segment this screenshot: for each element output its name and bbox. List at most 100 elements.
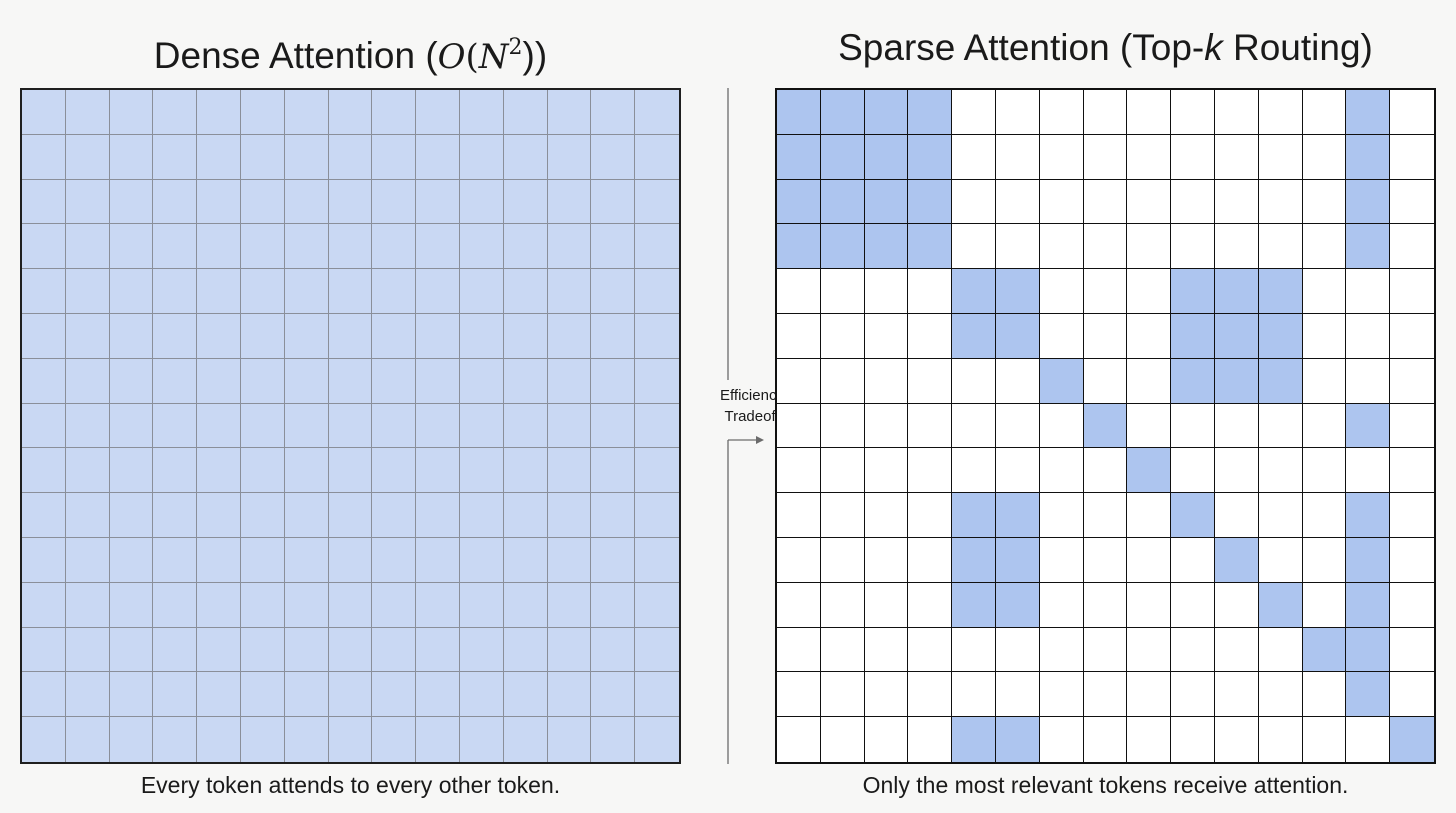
dense-cell [372, 627, 417, 673]
dense-cell [153, 582, 198, 628]
dense-cell [547, 672, 592, 718]
sparse-cell [1171, 717, 1215, 762]
dense-cell [416, 224, 460, 270]
sparse-cell [995, 358, 1040, 404]
dense-cell [65, 179, 110, 225]
sparse-cell [1083, 134, 1128, 180]
dense-cell [284, 672, 329, 718]
dense-cell [591, 717, 636, 762]
sparse-cell [952, 627, 996, 673]
dense-cell [22, 627, 66, 673]
sparse-cell [908, 627, 953, 673]
dense-cell [284, 358, 329, 404]
dense-cell [372, 403, 417, 449]
sparse-cell-active [995, 537, 1040, 583]
sparse-cell [908, 717, 953, 762]
sparse-cell [1039, 224, 1084, 270]
sparse-cell [952, 224, 996, 270]
dense-cell [459, 269, 504, 314]
dense-cell [416, 537, 460, 583]
sparse-cell [1083, 269, 1128, 314]
dense-cell [109, 717, 154, 762]
sparse-cell [777, 269, 821, 314]
dense-cell [240, 313, 285, 359]
dense-cell [635, 224, 679, 270]
dense-cell [65, 269, 110, 314]
dense-cell [153, 269, 198, 314]
sparse-cell [1214, 90, 1259, 135]
sparse-attention-title: Sparse Attention (Top-k Routing) [838, 27, 1373, 68]
sparse-cell [777, 493, 821, 538]
dense-cell [635, 358, 679, 404]
sparse-cell [864, 448, 909, 494]
dense-cell [328, 269, 373, 314]
dense-cell [65, 448, 110, 494]
sparse-cell-active [1346, 90, 1391, 135]
sparse-cell [1302, 269, 1347, 314]
dense-cell [416, 269, 460, 314]
sparse-cell [1258, 493, 1303, 538]
sparse-cell-active [952, 493, 996, 538]
sparse-cell [1127, 493, 1172, 538]
sparse-cell [1171, 672, 1215, 718]
sparse-cell [908, 313, 953, 359]
dense-cell [591, 672, 636, 718]
dense-cell [372, 224, 417, 270]
sparse-cell [1214, 224, 1259, 270]
dense-cell [240, 672, 285, 718]
dense-cell [547, 179, 592, 225]
sparse-cell-active [1346, 134, 1391, 180]
dense-cell [240, 90, 285, 135]
dense-cell [591, 179, 636, 225]
sparse-cell [777, 672, 821, 718]
dense-cell [153, 672, 198, 718]
sparse-cell [864, 627, 909, 673]
dense-cell [547, 90, 592, 135]
sparse-cell [908, 582, 953, 628]
dense-cell [503, 90, 548, 135]
sparse-cell-active [1039, 358, 1084, 404]
sparse-cell [1302, 582, 1347, 628]
sparse-cell [1083, 717, 1128, 762]
sparse-cell-active [952, 269, 996, 314]
dense-cell [635, 313, 679, 359]
sparse-cell [1083, 582, 1128, 628]
sparse-cell-active [864, 224, 909, 270]
dense-cell [328, 358, 373, 404]
dense-cell [635, 582, 679, 628]
sparse-cell [952, 358, 996, 404]
dense-cell [547, 313, 592, 359]
dense-cell [197, 717, 241, 762]
sparse-cell-active [1214, 313, 1259, 359]
sparse-cell [820, 269, 865, 314]
dense-cell [591, 582, 636, 628]
dense-cell [109, 537, 154, 583]
sparse-cell-active [995, 717, 1040, 762]
dense-cell [459, 448, 504, 494]
dense-cell [372, 313, 417, 359]
sparse-cell-active [777, 224, 821, 270]
dense-cell [240, 269, 285, 314]
dense-cell [197, 627, 241, 673]
sparse-cell [1258, 179, 1303, 225]
dense-cell [328, 672, 373, 718]
dense-cell [153, 134, 198, 180]
dense-cell [416, 627, 460, 673]
sparse-cell [1390, 448, 1434, 494]
dense-cell [591, 224, 636, 270]
sparse-cell [1390, 582, 1434, 628]
dense-cell [416, 672, 460, 718]
sparse-cell [908, 403, 953, 449]
dense-cell [591, 358, 636, 404]
dense-cell [635, 269, 679, 314]
dense-cell [459, 537, 504, 583]
dense-cell [372, 90, 417, 135]
dense-cell [591, 493, 636, 538]
sparse-cell-active [864, 90, 909, 135]
sparse-cell [1171, 582, 1215, 628]
dense-cell [416, 134, 460, 180]
dense-cell [503, 537, 548, 583]
dense-cell [22, 179, 66, 225]
dense-cell [284, 134, 329, 180]
dense-cell [635, 134, 679, 180]
